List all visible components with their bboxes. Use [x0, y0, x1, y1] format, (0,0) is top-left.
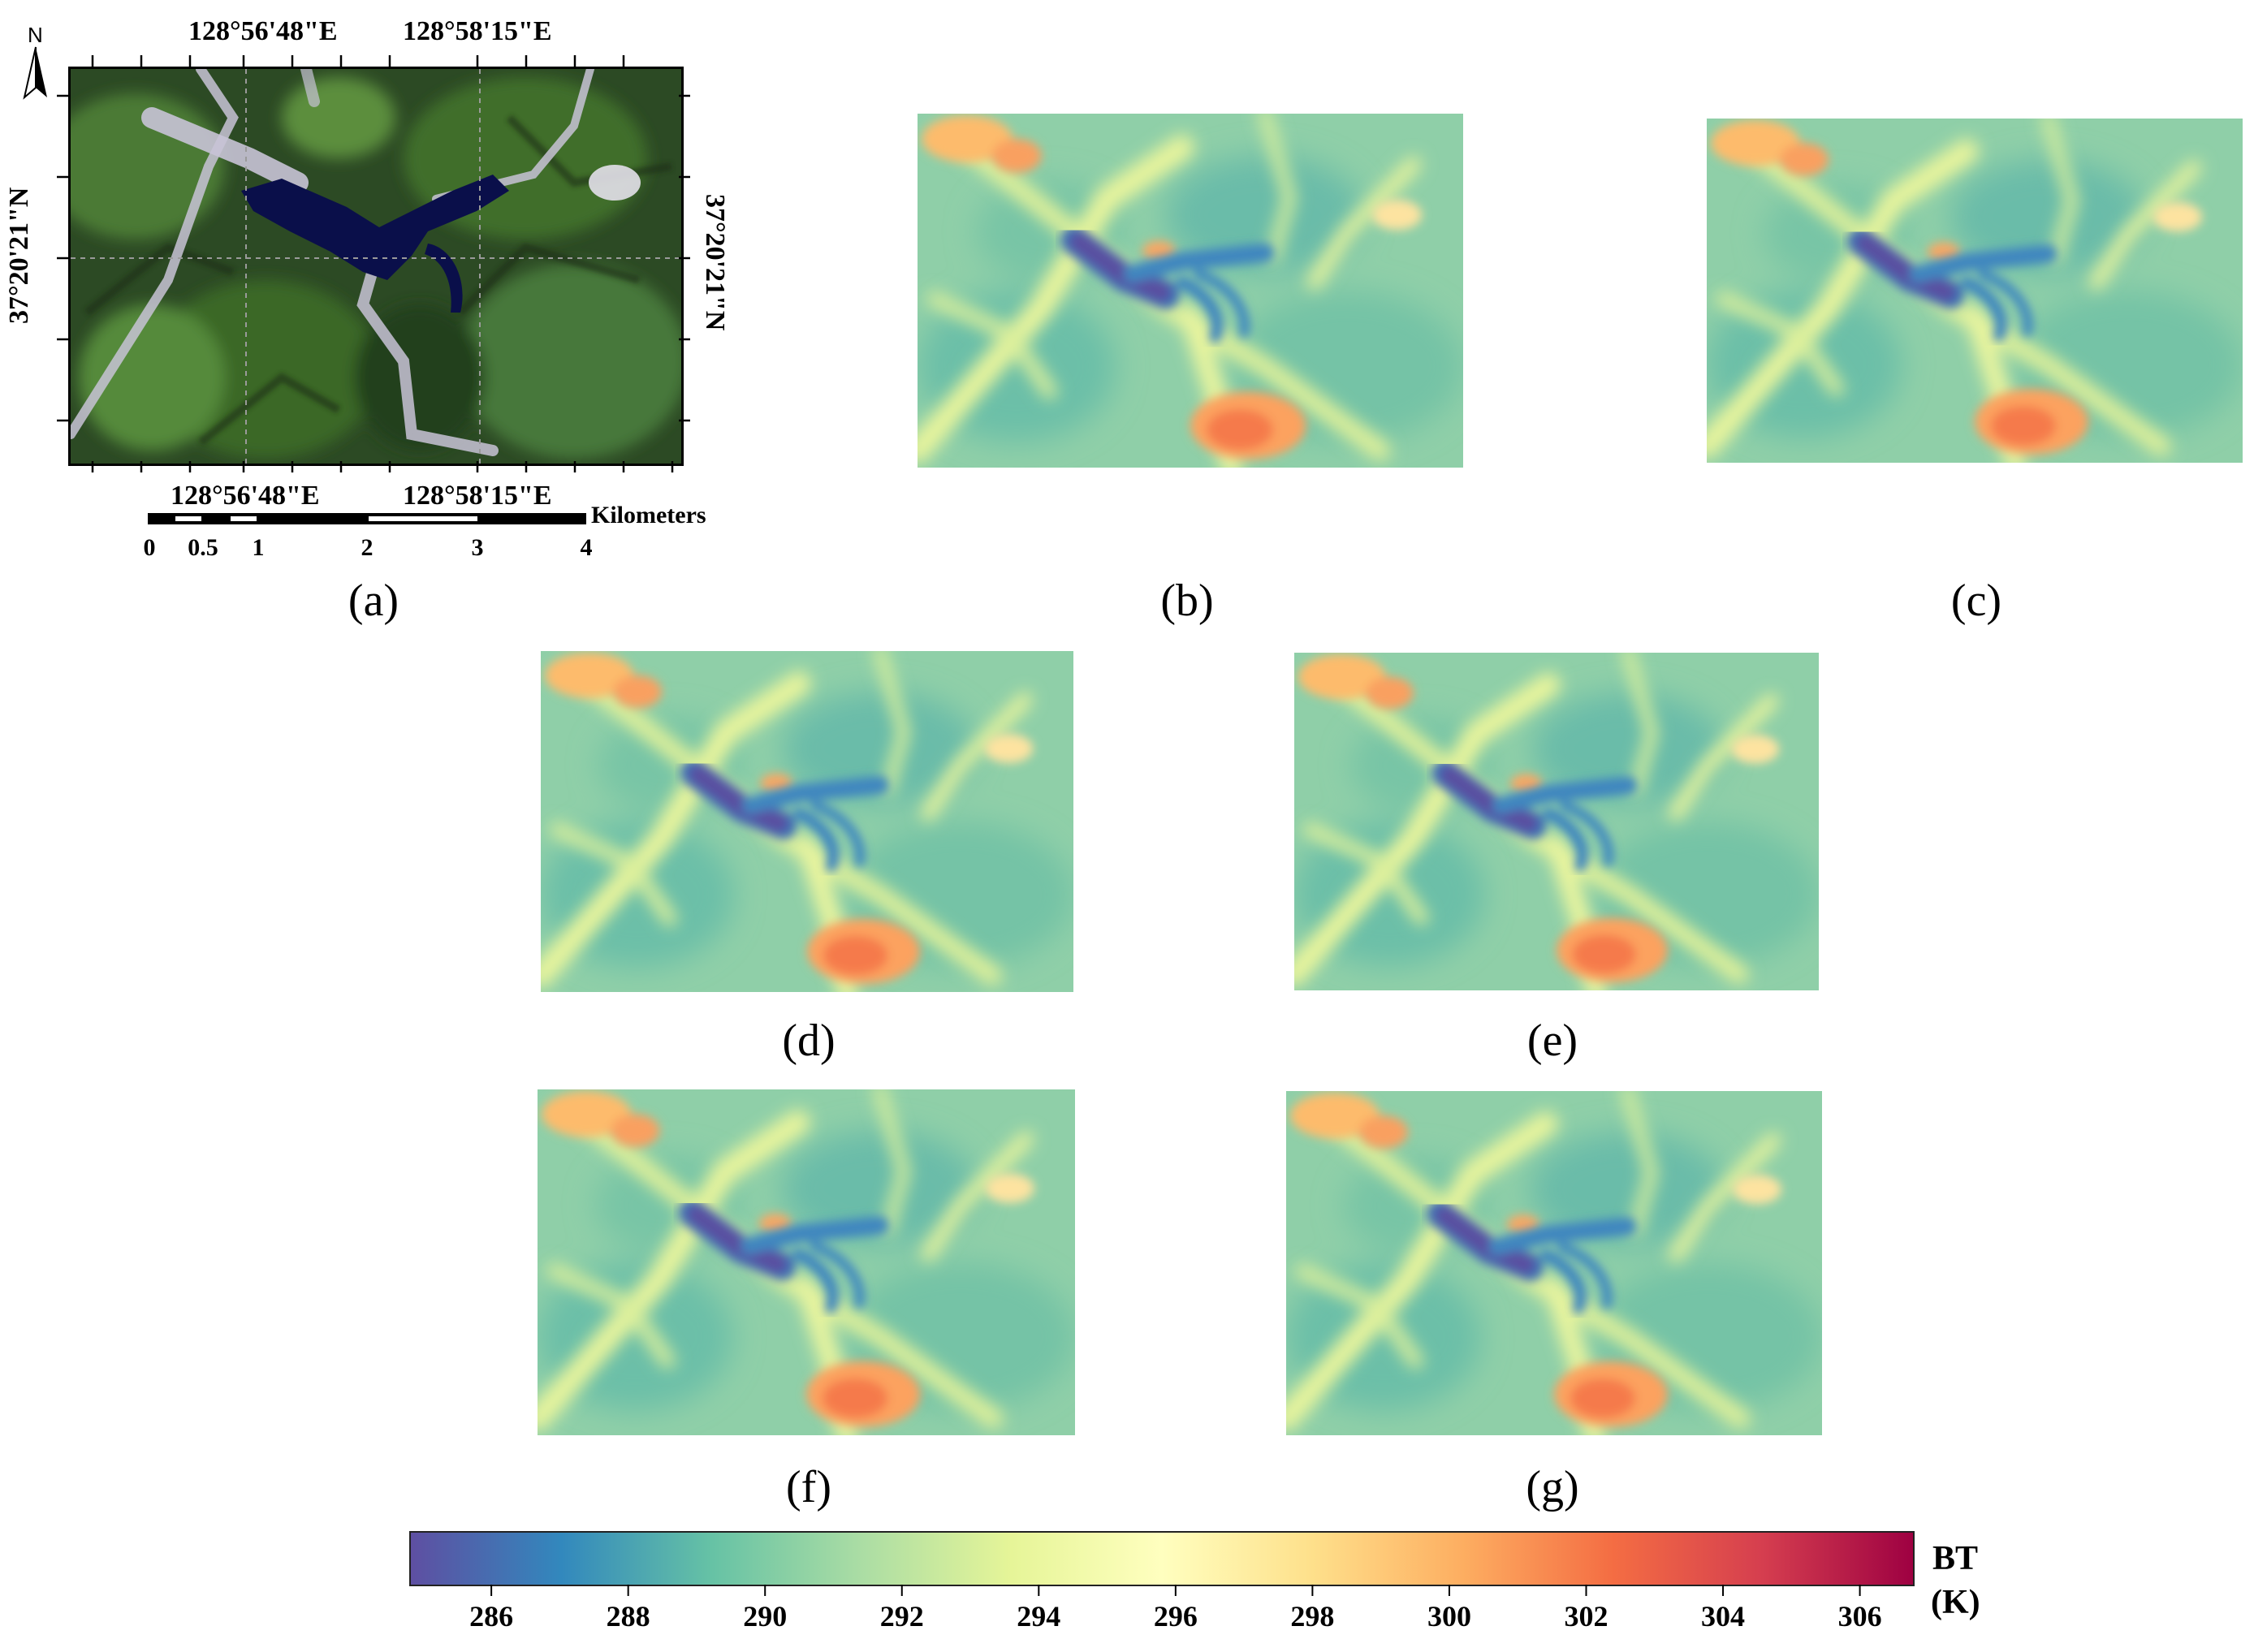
- panel-label-a: (a): [348, 576, 399, 626]
- scale-tick-05: 0.5: [188, 534, 218, 561]
- bottom-coord-1: 128°56'48"E: [171, 481, 320, 511]
- left-coord: 37°20'21"N: [4, 187, 34, 324]
- colorbar-tick-label: 296: [1153, 1600, 1198, 1633]
- satellite-map: [68, 67, 684, 466]
- top-coord-2: 128°58'15"E: [403, 16, 552, 46]
- scale-bar: [148, 513, 586, 524]
- panel-label-d: (d): [782, 1016, 836, 1066]
- colorbar-title-bt: BT: [1932, 1540, 1979, 1577]
- north-arrow-icon: N: [18, 23, 54, 101]
- scale-tick-4: 4: [580, 534, 593, 561]
- panel-label-g: (g): [1526, 1462, 1579, 1512]
- bottom-coord-2: 128°58'15"E: [403, 481, 552, 511]
- right-coord: 37°20'21"N: [700, 194, 730, 331]
- scale-bar-unit: Kilometers: [591, 502, 706, 528]
- thermal-map-g: [1286, 1091, 1822, 1435]
- scale-tick-1: 1: [252, 534, 265, 561]
- thermal-map-c: [1707, 119, 2243, 463]
- panel-label-c: (c): [1950, 576, 2002, 626]
- thermal-map-e: [1294, 653, 1819, 990]
- scale-tick-2: 2: [361, 534, 374, 561]
- scale-tick-3: 3: [471, 534, 484, 561]
- colorbar-tick-label: 298: [1290, 1600, 1335, 1633]
- panel-label-b: (b): [1160, 576, 1214, 626]
- colorbar-tick-label: 304: [1701, 1600, 1746, 1633]
- colorbar-title-unit: (K): [1931, 1584, 1980, 1621]
- thermal-map-b: [918, 114, 1463, 468]
- colorbar-tick-label: 290: [743, 1600, 788, 1633]
- panel-label-e: (e): [1526, 1016, 1578, 1066]
- map-frame-ticks: [57, 55, 690, 472]
- thermal-map-f: [538, 1089, 1075, 1435]
- panel-a: N 128°56'48"E 128°58'15"E 37°20'21"N 37°…: [0, 0, 731, 649]
- colorbar-ticks: [490, 1585, 1861, 1596]
- colorbar-tick-label: 302: [1564, 1600, 1608, 1633]
- colorbar-tick-label: 294: [1017, 1600, 1061, 1633]
- colorbar-tick-label: 300: [1427, 1600, 1471, 1633]
- thermal-map-d: [541, 651, 1073, 992]
- colorbar-tick-label: 292: [879, 1600, 924, 1633]
- panel-label-f: (f): [786, 1462, 831, 1512]
- colorbar-tick-label: 306: [1837, 1600, 1882, 1633]
- north-label: N: [28, 23, 43, 47]
- colorbar: [409, 1531, 1915, 1586]
- colorbar-tick-label: 288: [606, 1600, 650, 1633]
- top-coord-1: 128°56'48"E: [188, 16, 338, 46]
- colorbar-tick-label: 286: [469, 1600, 514, 1633]
- scale-tick-0: 0: [143, 534, 156, 561]
